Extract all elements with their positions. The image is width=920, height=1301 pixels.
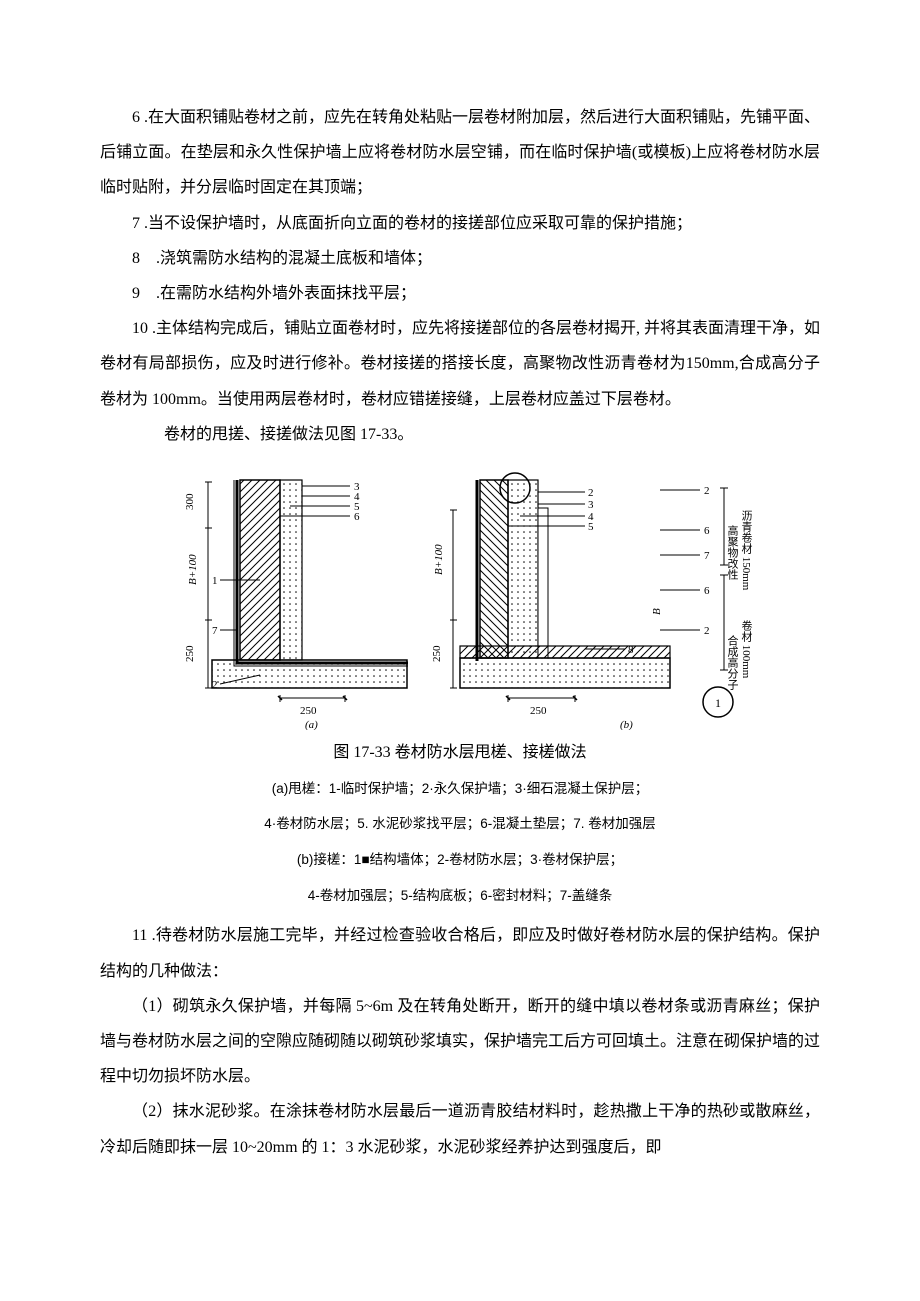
svg-text:B: B bbox=[651, 608, 663, 615]
paragraph-7: 7 .当不设保护墙时，从底面折向立面的卷材的接搓部位应采取可靠的保护措施； bbox=[100, 206, 820, 241]
paragraph-8: 8 .浇筑需防水结构的混凝土底板和墙体； bbox=[100, 241, 820, 276]
svg-text:8: 8 bbox=[628, 644, 634, 656]
svg-text:3: 3 bbox=[588, 499, 594, 511]
figure-diagram-svg: 300 B+100 250 250 (a) 3 4 5 6 1 7 2 bbox=[150, 470, 770, 730]
paragraph-11-1: （1）砌筑永久保护墙，并每隔 5~6m 及在转角处断开，断开的缝中填以卷材条或沥… bbox=[100, 989, 820, 1095]
dim-a-250h: 250 bbox=[300, 705, 317, 717]
svg-text:2: 2 bbox=[588, 487, 594, 499]
svg-text:6: 6 bbox=[704, 525, 710, 537]
svg-text:卷材 100mm: 卷材 100mm bbox=[740, 619, 753, 679]
dim-a-300: 300 bbox=[184, 493, 196, 510]
paragraph-9: 9 .在需防水结构外墙外表面抹找平层； bbox=[100, 276, 820, 311]
svg-text:250: 250 bbox=[431, 645, 443, 662]
label-a: (a) bbox=[305, 719, 318, 730]
dim-a-250v: 250 bbox=[184, 645, 196, 662]
svg-text:5: 5 bbox=[588, 521, 594, 533]
figure-17-33: 300 B+100 250 250 (a) 3 4 5 6 1 7 2 bbox=[100, 470, 820, 911]
svg-text:合成高分子: 合成高分子 bbox=[726, 634, 739, 690]
figure-legend-a2: 4·卷材防水层；5. 水泥砂浆找平层；6-混凝土垫层；7. 卷材加强层 bbox=[100, 809, 820, 839]
svg-text:2: 2 bbox=[704, 485, 710, 497]
svg-text:沥青卷材 150mm: 沥青卷材 150mm bbox=[740, 510, 753, 591]
dim-a-b100: B+100 bbox=[187, 554, 199, 585]
figure-legend-b2: 4-卷材加强层；5-结构底板；6-密封材料；7-盖缝条 bbox=[100, 881, 820, 911]
svg-text:7: 7 bbox=[212, 625, 218, 637]
svg-text:1: 1 bbox=[715, 696, 721, 710]
svg-text:6: 6 bbox=[704, 585, 710, 597]
paragraph-6: 6 .在大面积铺贴卷材之前，应先在转角处粘贴一层卷材附加层，然后进行大面积铺贴，… bbox=[100, 100, 820, 206]
svg-text:1: 1 bbox=[212, 575, 218, 587]
svg-text:2: 2 bbox=[704, 625, 710, 637]
svg-text:B+100: B+100 bbox=[433, 544, 445, 575]
svg-text:6: 6 bbox=[354, 511, 360, 523]
figure-legend-b1: (b)接槎：1■结构墙体；2-卷材防水层；3·卷材保护层； bbox=[100, 845, 820, 875]
svg-text:250: 250 bbox=[530, 705, 547, 717]
paragraph-11: 11 .待卷材防水层施工完毕，并经过检查验收合格后，即应及时做好卷材防水层的保护… bbox=[100, 918, 820, 988]
svg-text:2: 2 bbox=[212, 679, 218, 691]
svg-text:高聚物改性: 高聚物改性 bbox=[726, 524, 739, 581]
figure-legend-a1: (a)甩槎：1-临时保护墙；2·永久保护墙；3·细石混凝土保护层； bbox=[100, 774, 820, 804]
svg-text:7: 7 bbox=[704, 550, 710, 562]
diagram-b: B+100 250 250 (b) B 2 3 4 5 8 2 bbox=[431, 473, 753, 730]
paragraph-10: 10 .主体结构完成后，铺贴立面卷材时，应先将接搓部位的各层卷材揭开, 并将其表… bbox=[100, 311, 820, 417]
figure-caption: 图 17-33 卷材防水层甩槎、接槎做法 bbox=[100, 739, 820, 768]
paragraph-11-2: （2）抹水泥砂浆。在涂抹卷材防水层最后一道沥青胶结材料时，趁热撒上干净的热砂或散… bbox=[100, 1094, 820, 1164]
paragraph-10b: 卷材的甩搓、接搓做法见图 17-33。 bbox=[100, 417, 820, 452]
diagram-a: 300 B+100 250 250 (a) 3 4 5 6 1 7 2 bbox=[184, 480, 408, 730]
svg-text:(b): (b) bbox=[620, 719, 633, 730]
